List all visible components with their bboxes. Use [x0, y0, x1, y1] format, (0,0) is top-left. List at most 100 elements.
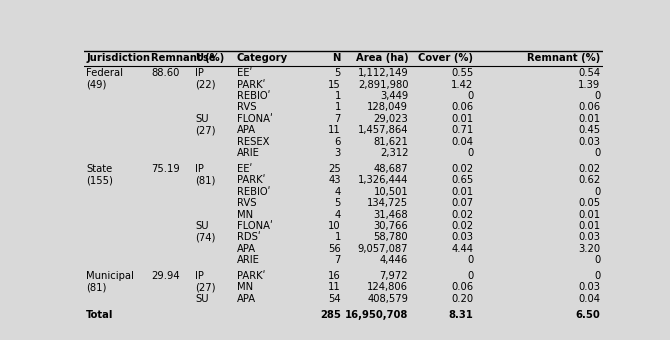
Text: EEʹ: EEʹ: [237, 68, 252, 78]
Text: (155): (155): [86, 175, 113, 185]
Text: 1.42: 1.42: [451, 80, 473, 90]
Text: IP: IP: [196, 68, 204, 78]
Text: 0.01: 0.01: [578, 221, 600, 231]
Text: 1: 1: [334, 91, 341, 101]
Text: 7: 7: [334, 255, 341, 265]
Text: 134,725: 134,725: [367, 198, 408, 208]
Text: 6: 6: [334, 137, 341, 147]
Text: 0: 0: [594, 255, 600, 265]
Text: 0.45: 0.45: [578, 125, 600, 135]
Text: EEʹ: EEʹ: [237, 164, 252, 174]
Text: 0: 0: [467, 91, 473, 101]
Text: PARKʹ: PARKʹ: [237, 175, 265, 185]
Text: 31,468: 31,468: [374, 209, 408, 220]
Text: Category: Category: [237, 53, 288, 63]
Text: REBIOʹ: REBIOʹ: [237, 187, 270, 197]
Text: 2,312: 2,312: [380, 148, 408, 158]
Text: 0.07: 0.07: [451, 198, 473, 208]
Text: 54: 54: [328, 294, 341, 304]
Text: PARKʹ: PARKʹ: [237, 80, 265, 90]
Text: 43: 43: [328, 175, 341, 185]
Text: IP: IP: [196, 164, 204, 174]
Text: 0: 0: [594, 271, 600, 281]
Text: 5: 5: [334, 198, 341, 208]
Text: 0.01: 0.01: [451, 114, 473, 124]
Text: (27): (27): [196, 125, 216, 135]
Text: 3: 3: [334, 148, 341, 158]
Text: 10: 10: [328, 221, 341, 231]
Text: 0: 0: [467, 148, 473, 158]
Text: Area (ha): Area (ha): [356, 53, 408, 63]
Text: SU: SU: [196, 294, 209, 304]
Text: 2,891,980: 2,891,980: [358, 80, 408, 90]
Text: 4.44: 4.44: [451, 244, 473, 254]
Text: Cover (%): Cover (%): [418, 53, 473, 63]
Text: IP: IP: [196, 271, 204, 281]
Text: 0.03: 0.03: [578, 283, 600, 292]
Text: RDSʹ: RDSʹ: [237, 232, 261, 242]
Text: REBIOʹ: REBIOʹ: [237, 91, 270, 101]
Text: APA: APA: [237, 125, 256, 135]
Text: 0.02: 0.02: [578, 164, 600, 174]
Text: 0.01: 0.01: [578, 209, 600, 220]
Text: 56: 56: [328, 244, 341, 254]
Text: 124,806: 124,806: [367, 283, 408, 292]
Text: 15: 15: [328, 80, 341, 90]
Text: (81): (81): [196, 175, 216, 185]
Text: 29,023: 29,023: [374, 114, 408, 124]
Text: 81,621: 81,621: [373, 137, 408, 147]
Text: 88.60: 88.60: [151, 68, 180, 78]
Text: 48,687: 48,687: [374, 164, 408, 174]
Text: (74): (74): [196, 232, 216, 242]
Text: Remnant (%): Remnant (%): [527, 53, 600, 63]
Text: 0.03: 0.03: [451, 232, 473, 242]
Text: 3.20: 3.20: [578, 244, 600, 254]
Text: State: State: [86, 164, 113, 174]
Text: Jurisdiction: Jurisdiction: [86, 53, 150, 63]
Text: MN: MN: [237, 209, 253, 220]
Text: 16,950,708: 16,950,708: [345, 310, 408, 320]
Text: 5: 5: [334, 68, 341, 78]
Text: 0.04: 0.04: [578, 294, 600, 304]
Text: 0: 0: [467, 255, 473, 265]
Text: 1,112,149: 1,112,149: [358, 68, 408, 78]
Text: 1: 1: [334, 232, 341, 242]
Text: SU: SU: [196, 221, 209, 231]
Text: 408,579: 408,579: [367, 294, 408, 304]
Text: 285: 285: [320, 310, 341, 320]
Text: RESEX: RESEX: [237, 137, 269, 147]
Text: APA: APA: [237, 294, 256, 304]
Text: 0.03: 0.03: [578, 137, 600, 147]
Text: 0.06: 0.06: [451, 102, 473, 113]
Text: RVS: RVS: [237, 102, 257, 113]
Text: 11: 11: [328, 283, 341, 292]
Text: APA: APA: [237, 244, 256, 254]
Text: 75.19: 75.19: [151, 164, 180, 174]
Text: 0.01: 0.01: [451, 187, 473, 197]
Text: (49): (49): [86, 80, 107, 90]
Text: 0.20: 0.20: [451, 294, 473, 304]
Text: Remnant (%): Remnant (%): [151, 53, 224, 63]
Text: (81): (81): [86, 283, 107, 292]
Text: 6.50: 6.50: [576, 310, 600, 320]
Text: 9,057,087: 9,057,087: [358, 244, 408, 254]
Text: Total: Total: [86, 310, 114, 320]
Text: 30,766: 30,766: [374, 221, 408, 231]
Text: 1.39: 1.39: [578, 80, 600, 90]
Text: PARKʹ: PARKʹ: [237, 271, 265, 281]
Text: 29.94: 29.94: [151, 271, 180, 281]
Text: SU: SU: [196, 114, 209, 124]
Text: 10,501: 10,501: [374, 187, 408, 197]
Text: 11: 11: [328, 125, 341, 135]
Text: 8.31: 8.31: [448, 310, 473, 320]
Text: FLONAʹ: FLONAʹ: [237, 221, 273, 231]
Text: 128,049: 128,049: [367, 102, 408, 113]
Text: 0: 0: [594, 187, 600, 197]
Text: 0.54: 0.54: [578, 68, 600, 78]
Text: 1: 1: [334, 102, 341, 113]
Text: 0.06: 0.06: [578, 102, 600, 113]
Text: 0.71: 0.71: [451, 125, 473, 135]
Text: MN: MN: [237, 283, 253, 292]
Text: 1,457,864: 1,457,864: [358, 125, 408, 135]
Text: 0.01: 0.01: [578, 114, 600, 124]
